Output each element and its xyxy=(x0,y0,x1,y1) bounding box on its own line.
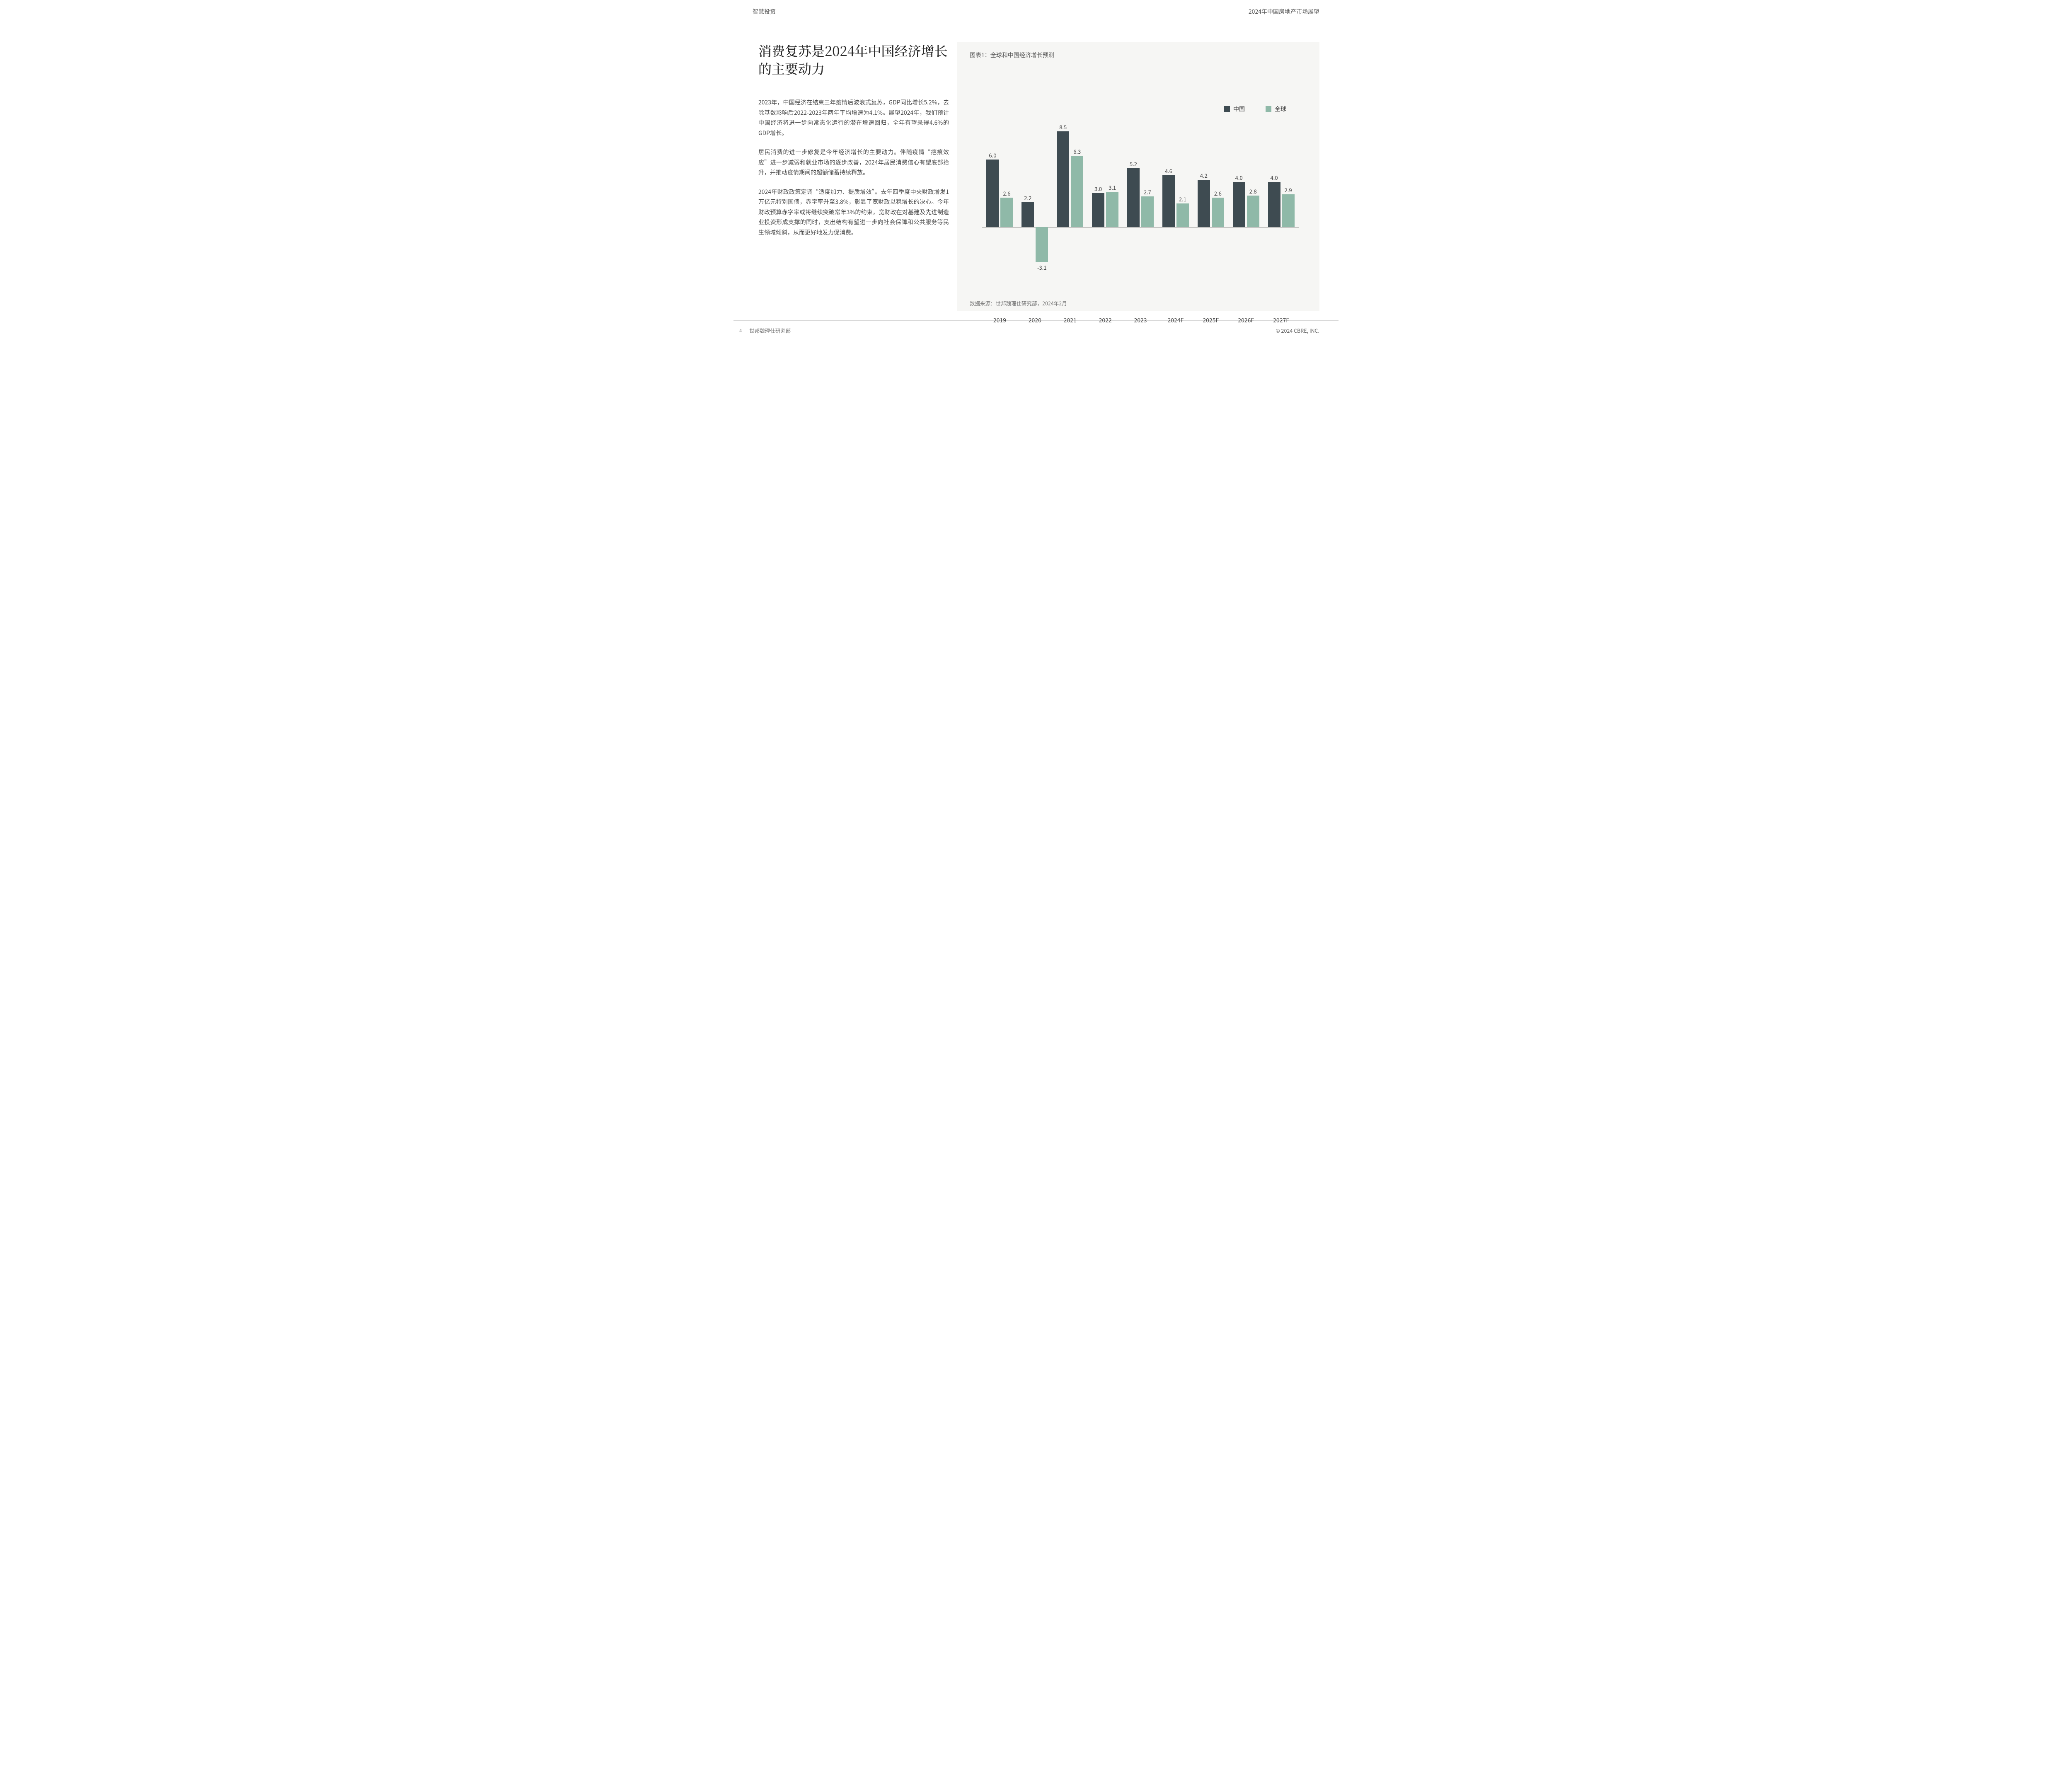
chart-bar-label: 4.6 xyxy=(1156,167,1181,175)
legend-label-china: 中国 xyxy=(1233,105,1245,113)
chart-bar-label: 5.2 xyxy=(1121,160,1146,168)
chart-bar-label: 6.0 xyxy=(980,151,1005,159)
chart-bar: 2.7 xyxy=(1141,196,1154,227)
chart-bar-label: 2.2 xyxy=(1015,194,1040,202)
chart-bar: 8.5 xyxy=(1057,131,1069,227)
chart-bar: 2.2 xyxy=(1021,202,1034,227)
chart-bar: 2.6 xyxy=(1000,198,1013,227)
chart-panel: 图表1：全球和中国经济增长预测 中国 全球 6.02.62.2-3.18.56.… xyxy=(957,42,1319,311)
text-column: 消费复苏是2024年中国经济增长的主要动力 2023年，中国经济在结束三年疫情后… xyxy=(758,42,949,311)
paragraph: 居民消费的进一步修复是今年经济增长的主要动力。伴随疫情“疤痕效应”进一步减弱和就… xyxy=(758,147,949,178)
chart-bar-group: 6.0 2.6 xyxy=(982,126,1017,266)
section-title: 消费复苏是2024年中国经济增长的主要动力 xyxy=(758,42,949,77)
chart-bar-label: 4.2 xyxy=(1191,172,1216,179)
chart-bar-group: 3.03.1 xyxy=(1088,126,1123,266)
chart-bar-label: 2.6 xyxy=(1205,189,1230,197)
chart-title: 图表1：全球和中国经济增长预测 xyxy=(970,51,1307,59)
header-left: 智慧投资 xyxy=(753,7,776,16)
chart-bar: 5.2 xyxy=(1127,168,1140,227)
chart-x-label: 2020 xyxy=(1017,316,1053,324)
chart-bar-group: 8.56.3 xyxy=(1053,126,1088,266)
chart-bar-group: 4.22.6 xyxy=(1193,126,1228,266)
legend-label-global: 全球 xyxy=(1275,105,1286,113)
chart-bar-label: -3.1 xyxy=(1029,264,1054,271)
chart-x-label: 2027F xyxy=(1264,316,1299,324)
chart-bar: 6.3 xyxy=(1071,156,1083,227)
content-area: 消费复苏是2024年中国经济增长的主要动力 2023年，中国经济在结束三年疫情后… xyxy=(733,21,1339,311)
chart-x-label: 2023 xyxy=(1123,316,1158,324)
header-right: 2024年中国房地产市场展望 xyxy=(1249,7,1319,16)
chart-x-label: 2022 xyxy=(1088,316,1123,324)
footer-copyright: © 2024 CBRE, INC. xyxy=(1276,327,1319,334)
paragraph: 2023年，中国经济在结束三年疫情后波浪式复苏，GDP同比增长5.2%，去除基数… xyxy=(758,97,949,138)
chart-bar: 2.8 xyxy=(1247,196,1259,227)
chart-bar-label: 2.1 xyxy=(1170,195,1195,203)
chart-bar-group: 2.2-3.1 xyxy=(1017,126,1053,266)
paragraph: 2024年财政政策定调“适度加力、提质增效”。去年四季度中央财政增发1万亿元特别… xyxy=(758,187,949,238)
legend-swatch-china xyxy=(1224,106,1230,112)
chart-bar-label: 4.0 xyxy=(1227,174,1251,181)
chart-plot: 6.02.62.2-3.18.56.33.03.15.22.74.62.14.2… xyxy=(982,126,1299,266)
chart-bar: 2.9 xyxy=(1282,194,1295,227)
chart-bar-group: 5.22.7 xyxy=(1123,126,1158,266)
chart-bar-label: 2.8 xyxy=(1241,187,1266,195)
chart-bar-label: 8.5 xyxy=(1051,123,1075,131)
chart-bar-groups: 6.02.62.2-3.18.56.33.03.15.22.74.62.14.2… xyxy=(982,126,1299,266)
chart-bar-group: 4.0 2.9 xyxy=(1264,126,1299,266)
chart-x-label: 2025F xyxy=(1193,316,1228,324)
footer-left: 4 世邦魏理仕研究部 xyxy=(739,327,791,334)
chart-bar: -3.1 xyxy=(1036,227,1048,262)
chart-legend: 中国 全球 xyxy=(1224,105,1286,113)
legend-item-global: 全球 xyxy=(1266,105,1286,113)
chart-source: 数据来源：世邦魏理仕研究部，2024年2月 xyxy=(970,291,1307,307)
chart-bar: 3.1 xyxy=(1106,192,1118,227)
chart-x-label: 2024F xyxy=(1158,316,1193,324)
legend-item-china: 中国 xyxy=(1224,105,1245,113)
chart-bar: 2.1 xyxy=(1176,203,1189,227)
chart-x-label: 2019 xyxy=(982,316,1017,324)
chart-bar-label: 6.3 xyxy=(1065,148,1089,155)
chart-bar: 4.2 xyxy=(1198,180,1210,227)
chart-bar-label: 2.9 xyxy=(1276,186,1301,194)
chart-bar-group: 4.0 2.8 xyxy=(1228,126,1264,266)
chart-bar: 3.0 xyxy=(1092,193,1104,227)
chart-bar-group: 4.6 2.1 xyxy=(1158,126,1193,266)
chart-area: 中国 全球 6.02.62.2-3.18.56.33.03.15.22.74.6… xyxy=(970,63,1307,291)
chart-bar: 2.6 xyxy=(1212,198,1224,227)
page: 智慧投资 2024年中国房地产市场展望 消费复苏是2024年中国经济增长的主要动… xyxy=(733,0,1339,343)
chart-bar-label: 4.0 xyxy=(1262,174,1287,181)
chart-x-axis: 201920202021202220232024F2025F2026F2027F xyxy=(982,316,1299,324)
chart-bar-label: 3.1 xyxy=(1100,184,1125,191)
chart-x-label: 2026F xyxy=(1228,316,1264,324)
header-bar: 智慧投资 2024年中国房地产市场展望 xyxy=(733,0,1339,21)
legend-swatch-global xyxy=(1266,106,1271,112)
chart-x-label: 2021 xyxy=(1053,316,1088,324)
page-number: 4 xyxy=(739,327,742,334)
chart-bar-label: 2.7 xyxy=(1135,188,1160,196)
footer-org: 世邦魏理仕研究部 xyxy=(749,327,791,334)
